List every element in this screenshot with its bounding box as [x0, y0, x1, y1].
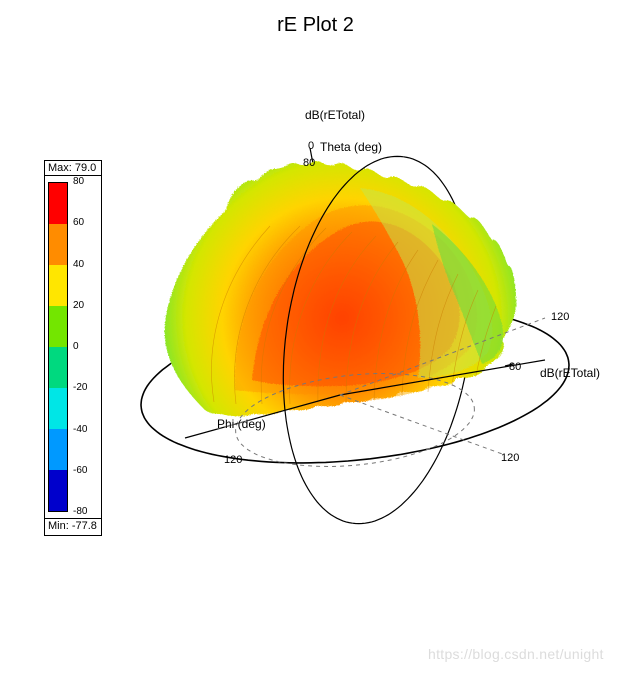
plot-stage: rE Plot 2 Max: 79.0 806040200-20-40-60-8… [0, 0, 631, 678]
axis-tick-phi120: 120 [224, 454, 242, 466]
axis-label-db-z: dB(rETotal) [305, 108, 365, 122]
axis-tick-r80: 80 [509, 361, 521, 373]
axis-label-theta: Theta (deg) [320, 140, 382, 154]
axis-label-db-r: dB(rETotal) [540, 366, 600, 380]
axis-tick-z80: 80 [303, 157, 315, 169]
watermark: https://blog.csdn.net/unight [428, 646, 604, 662]
axis-tick-z0: 0 [308, 140, 314, 152]
axis-tick-r120a: 120 [551, 311, 569, 323]
radiation-surface [165, 161, 517, 416]
axis-tick-r120b: 120 [501, 452, 519, 464]
axis-label-phi: Phi (deg) [217, 417, 266, 431]
polar-3d-plot [0, 0, 631, 678]
watermark-text: https://blog.csdn.net/unight [428, 646, 604, 662]
